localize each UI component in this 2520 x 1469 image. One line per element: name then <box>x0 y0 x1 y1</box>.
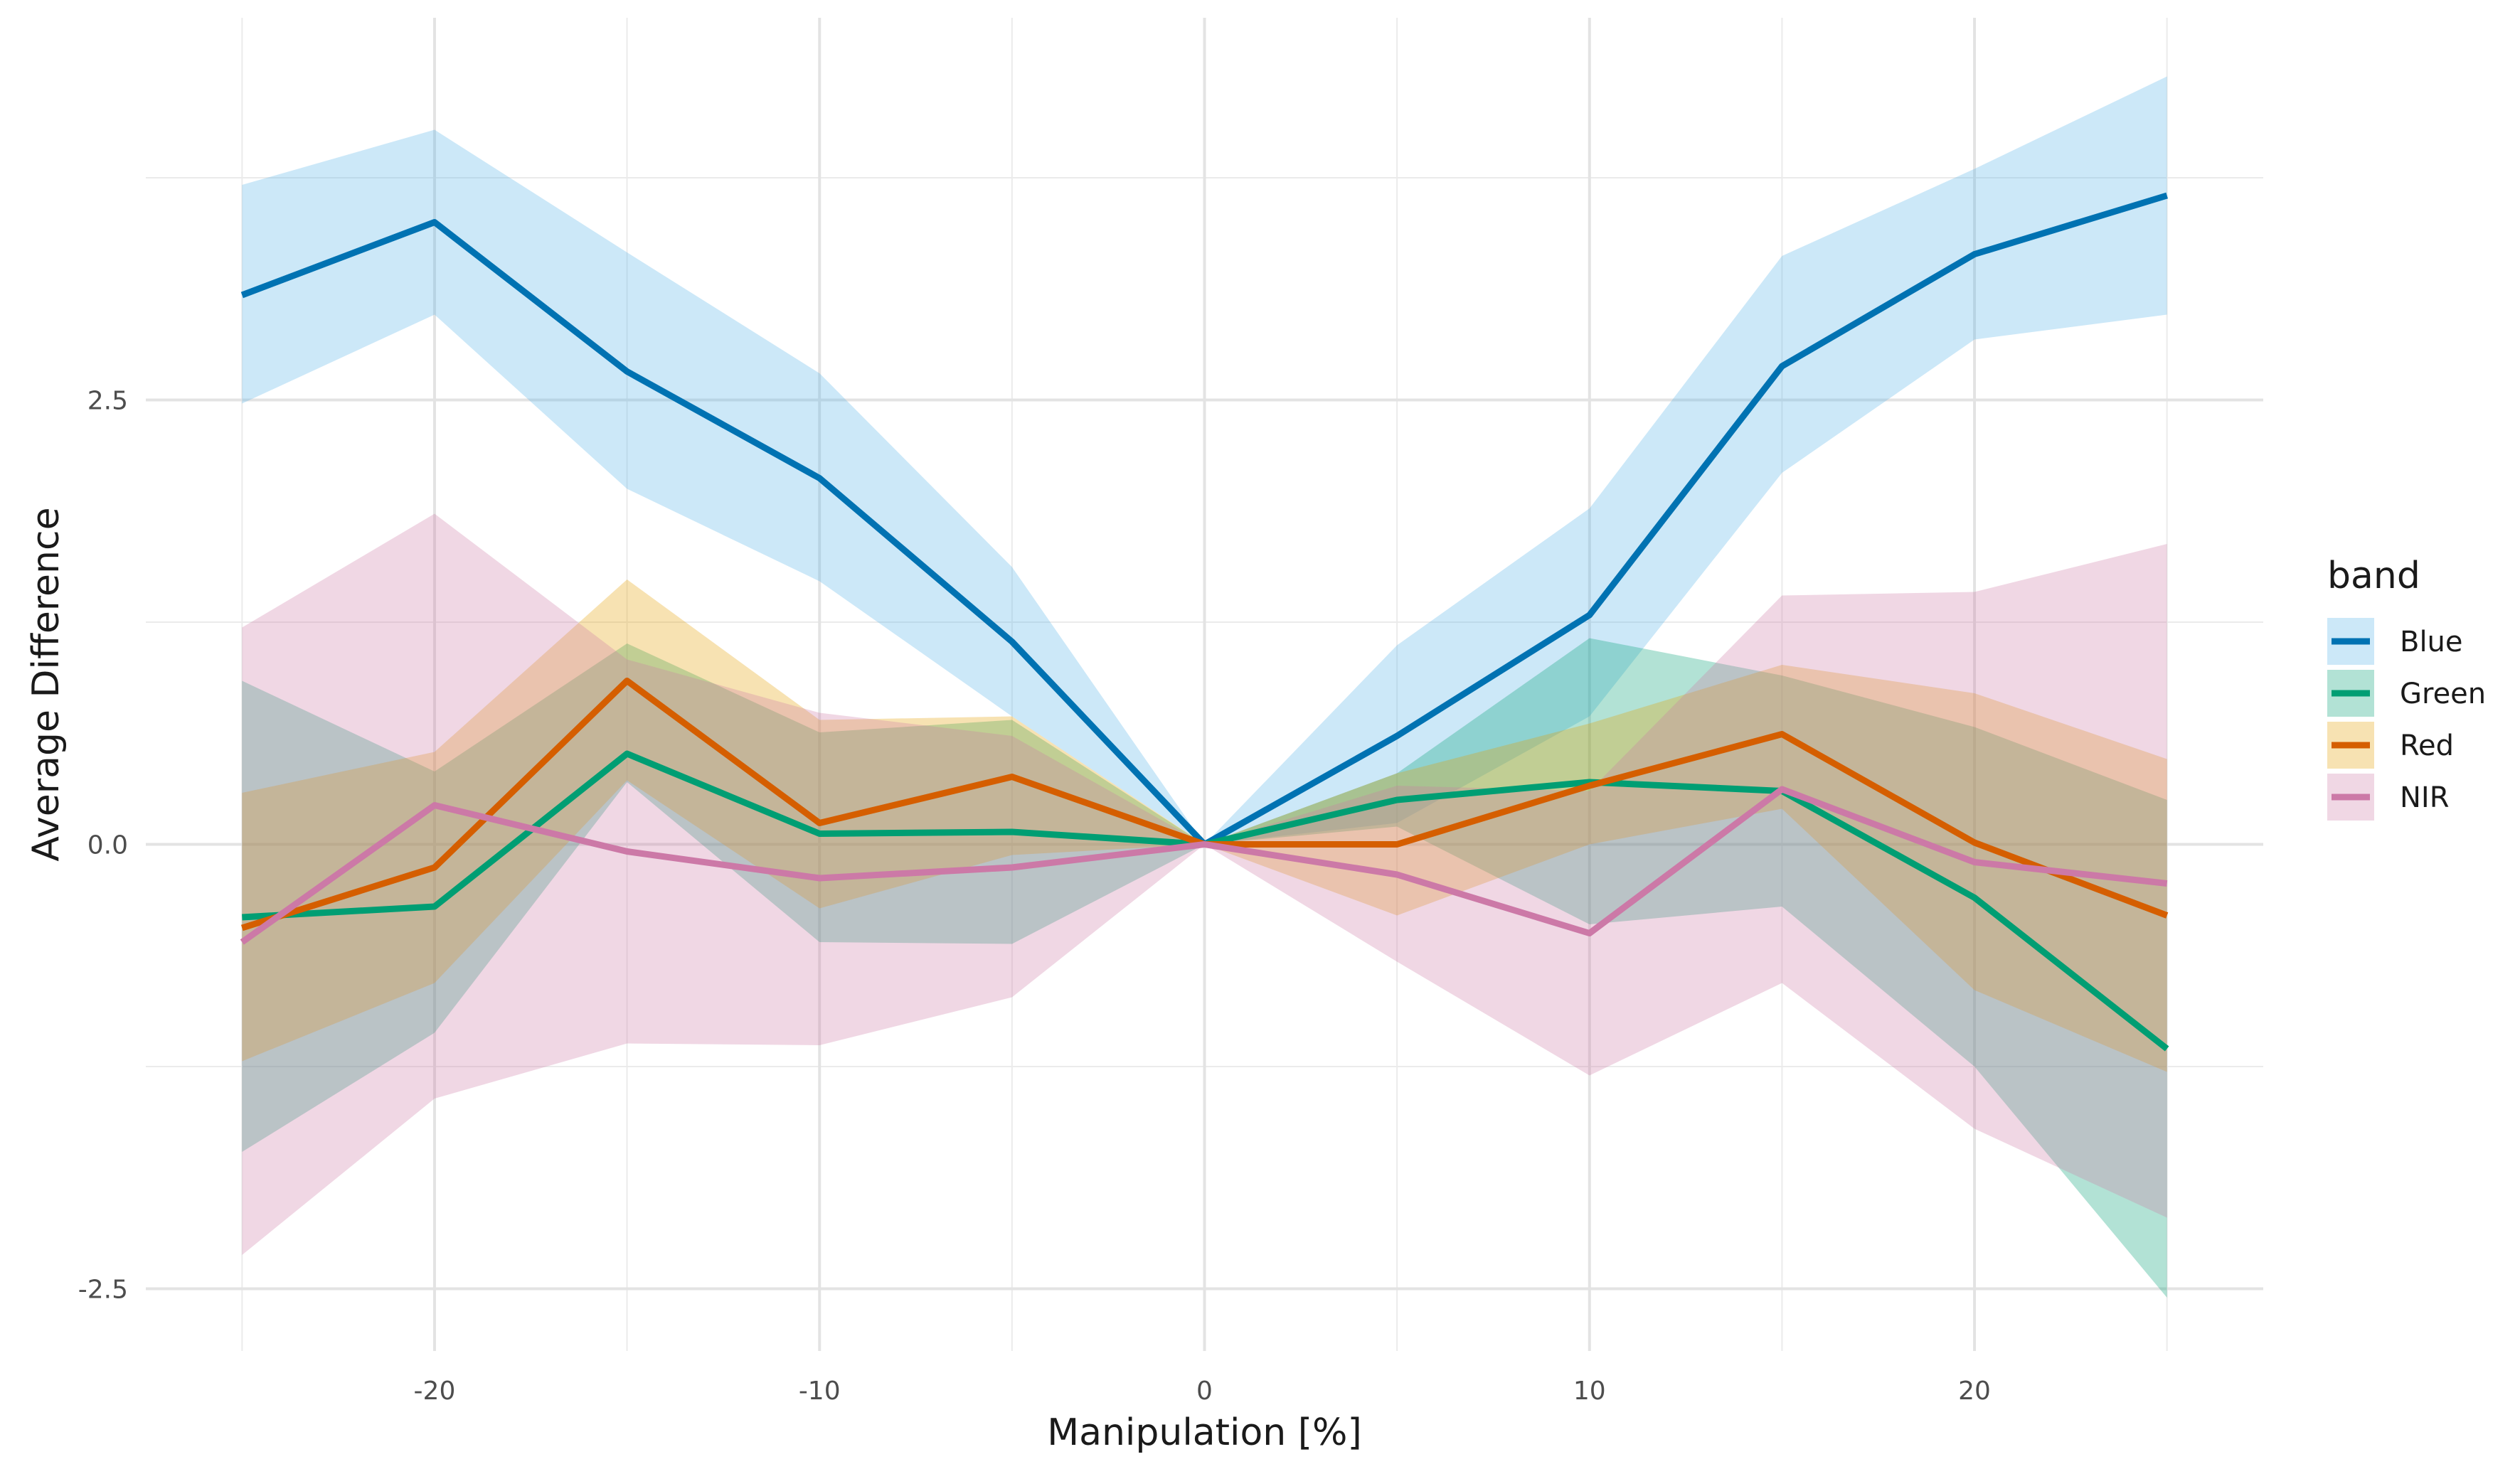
x-tick-label: 10 <box>1573 1377 1606 1406</box>
legend-label: Red <box>2400 730 2454 762</box>
x-axis-ticks: -20 -10 0 10 20 <box>414 1377 1991 1406</box>
legend-item-green: Green <box>2327 670 2486 717</box>
legend-title: band <box>2327 555 2420 597</box>
series-lines <box>240 192 2169 1052</box>
legend-label: Blue <box>2400 626 2463 658</box>
legend-item-blue: Blue <box>2327 618 2463 665</box>
ribbon-blue <box>242 76 2167 845</box>
x-tick-label: -20 <box>414 1377 456 1406</box>
legend-item-nir: NIR <box>2327 774 2450 821</box>
major-gridlines <box>146 18 2263 1351</box>
ribbon-green <box>242 638 2167 1298</box>
y-tick-label: 0.0 <box>87 831 128 860</box>
x-tick-label: 20 <box>1958 1377 1991 1406</box>
x-tick-label: 0 <box>1196 1377 1213 1406</box>
legend-item-red: Red <box>2327 722 2454 769</box>
legend: band Blue Green Red NIR <box>2327 555 2486 821</box>
ribbon-red <box>242 579 2167 1072</box>
ribbon-nir <box>242 513 2167 1255</box>
legend-label: Green <box>2400 678 2486 710</box>
y-tick-label: 2.5 <box>87 387 128 416</box>
y-tick-label: -2.5 <box>78 1276 128 1305</box>
x-axis-title: Manipulation [%] <box>1047 1411 1362 1454</box>
line-nir <box>240 786 2168 945</box>
y-axis-title: Average Difference <box>25 507 68 861</box>
confidence-ribbons <box>242 76 2167 1298</box>
x-tick-label: -10 <box>799 1377 841 1406</box>
legend-label: NIR <box>2400 781 2450 814</box>
y-axis-ticks: -2.5 0.0 2.5 <box>78 387 128 1305</box>
